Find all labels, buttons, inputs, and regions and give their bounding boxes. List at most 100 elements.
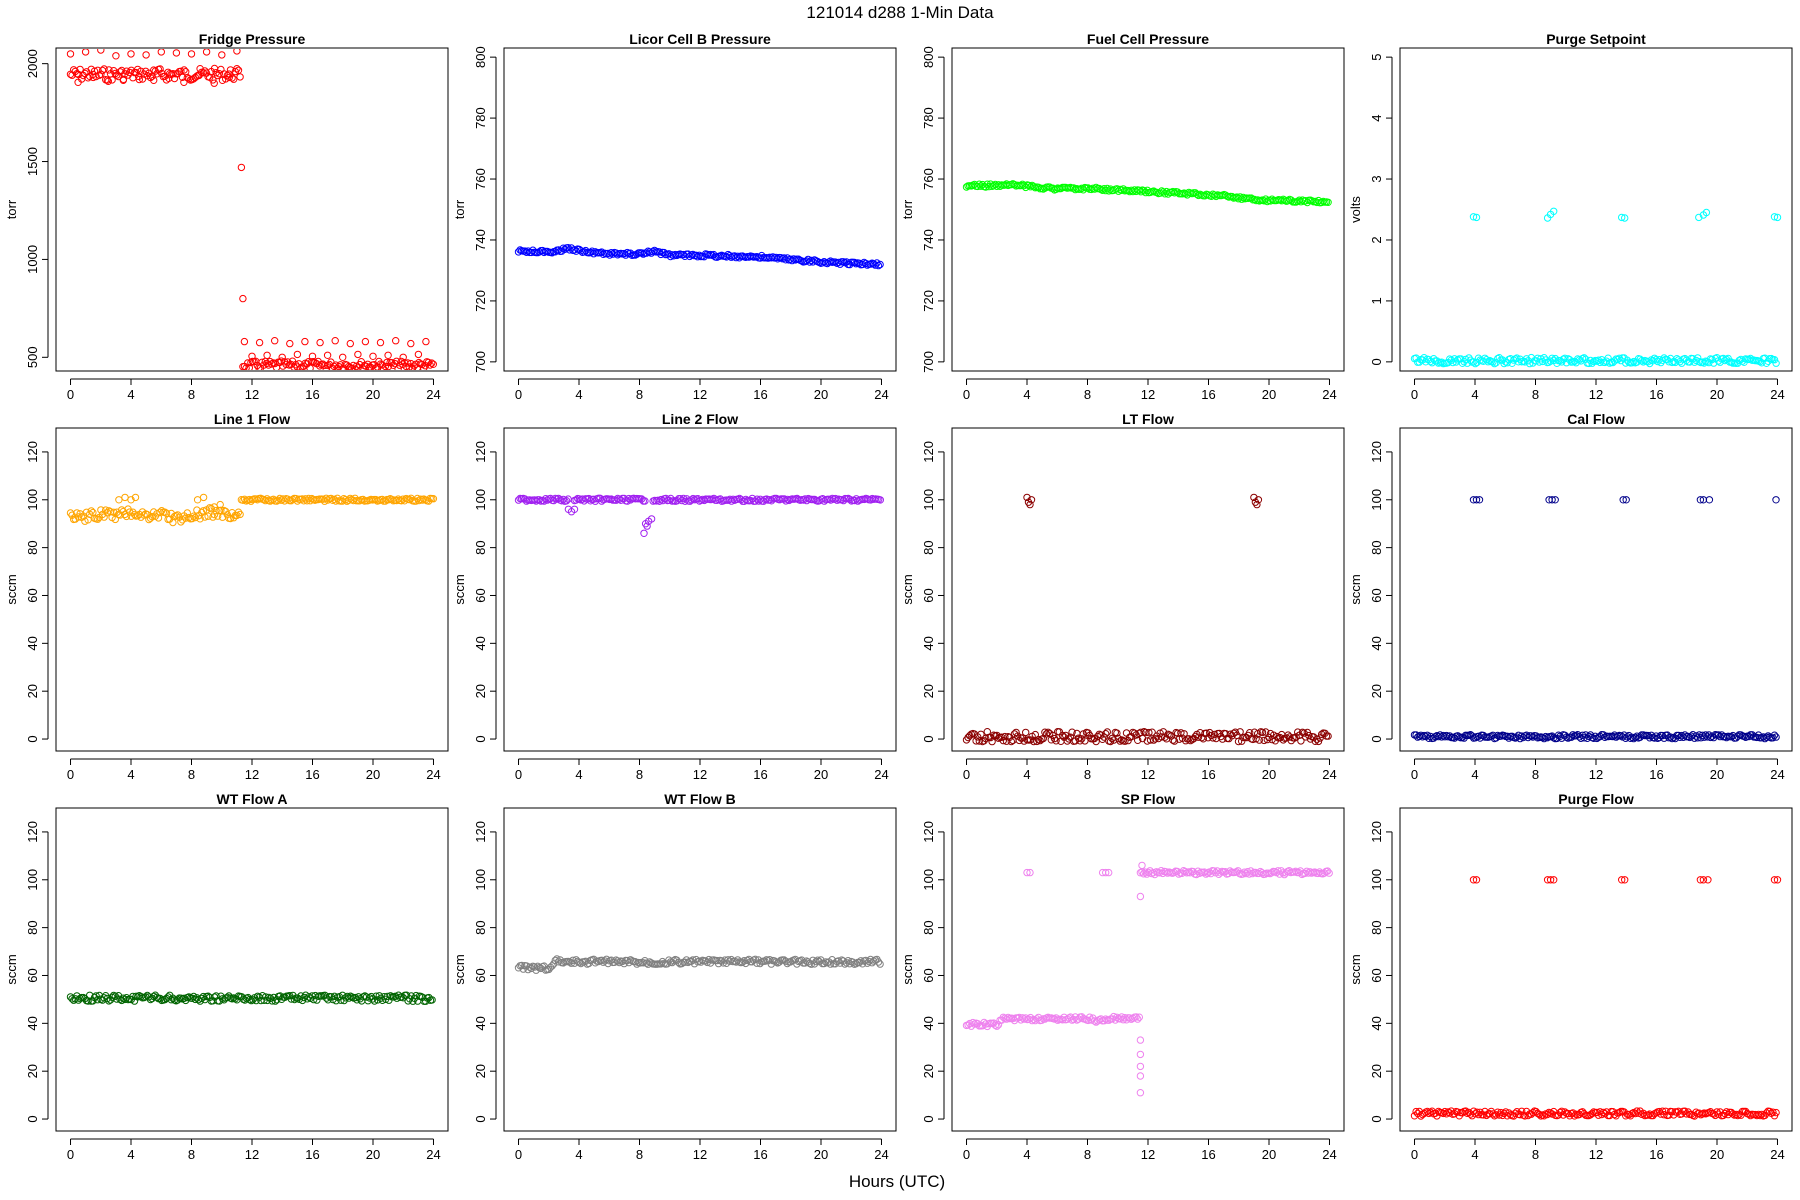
x-tick-label: 12 — [693, 1147, 707, 1162]
data-point — [641, 497, 649, 505]
y-tick-label: 0 — [1369, 735, 1384, 742]
y-tick-label: 40 — [473, 1016, 488, 1030]
data-point — [89, 73, 97, 82]
x-tick-label: 4 — [1023, 1147, 1030, 1162]
data-point — [1423, 1107, 1432, 1116]
data-point — [404, 359, 412, 367]
x-tick-label: 20 — [366, 767, 380, 782]
data-point — [394, 365, 402, 370]
y-tick-label: 80 — [921, 920, 936, 934]
data-point — [1202, 729, 1211, 737]
data-series — [514, 494, 884, 537]
data-point — [738, 958, 747, 966]
data-point — [1116, 737, 1124, 745]
x-tick-label: 16 — [1649, 1147, 1663, 1162]
x-tick-label: 16 — [753, 1147, 767, 1162]
data-point — [1569, 731, 1577, 739]
data-point — [1136, 1089, 1145, 1097]
data-point — [1167, 732, 1176, 740]
data-point — [1146, 736, 1155, 744]
y-tick-label: 120 — [25, 441, 40, 463]
data-point — [105, 507, 113, 515]
panel-title: Purge Flow — [1558, 791, 1634, 807]
x-axis: 0 4 8 12 16 20 24 — [67, 1138, 441, 1162]
data-point — [874, 958, 883, 966]
y-tick-label: 20 — [921, 1064, 936, 1078]
data-point — [1136, 1050, 1145, 1059]
x-tick-label: 20 — [1710, 767, 1724, 782]
data-point — [234, 508, 243, 516]
data-point — [1263, 735, 1272, 744]
data-series — [514, 244, 884, 270]
data-point — [87, 507, 96, 515]
data-point — [1580, 354, 1588, 362]
data-point — [94, 996, 102, 1004]
x-tick-label: 24 — [426, 1147, 440, 1162]
y-tick-label: 60 — [1369, 968, 1384, 982]
data-point — [201, 513, 209, 521]
y-tick-label: 0 — [921, 1115, 936, 1122]
data-point — [876, 960, 884, 968]
data-series — [962, 493, 1332, 746]
y-tick-label: 700 — [921, 351, 936, 373]
data-point — [362, 993, 371, 1001]
data-point — [1047, 736, 1056, 744]
data-point — [526, 963, 534, 971]
data-point — [1050, 734, 1059, 743]
data-point — [199, 493, 208, 502]
data-point — [1253, 500, 1261, 509]
data-point — [1138, 861, 1146, 870]
y-axis: 0 20 40 60 80 100 120 — [1369, 821, 1393, 1123]
data-point — [1255, 736, 1264, 744]
x-tick-label: 4 — [575, 387, 582, 402]
data-point — [1273, 732, 1281, 741]
data-point — [1475, 496, 1484, 504]
y-axis-label: torr — [4, 199, 19, 219]
data-point — [1145, 728, 1153, 737]
x-axis: 0 4 8 12 16 20 24 — [1411, 758, 1785, 782]
panel-title: Licor Cell B Pressure — [629, 31, 771, 47]
data-point — [110, 508, 118, 516]
x-tick-label: 12 — [1589, 767, 1603, 782]
data-point — [115, 496, 123, 504]
data-point — [518, 961, 526, 970]
data-point — [1551, 496, 1559, 504]
x-tick-label: 24 — [874, 1147, 888, 1162]
x-tick-label: 4 — [575, 767, 582, 782]
y-axis-label: sccm — [900, 574, 915, 604]
data-point — [330, 992, 339, 1000]
y-tick-label: 700 — [473, 351, 488, 373]
data-point — [977, 730, 985, 738]
y-axis-label: torr — [900, 199, 915, 219]
x-axis: 0 4 8 12 16 20 24 — [515, 1138, 889, 1162]
data-point — [81, 49, 90, 56]
x-tick-label: 12 — [245, 1147, 259, 1162]
data-point — [689, 494, 697, 503]
y-tick-label: 80 — [1369, 920, 1384, 934]
data-point — [812, 957, 820, 966]
x-tick-label: 8 — [1084, 767, 1091, 782]
y-tick-label: 40 — [25, 1016, 40, 1030]
data-point — [301, 337, 309, 346]
data-point — [271, 337, 279, 345]
data-point — [131, 493, 140, 502]
y-tick-label: 40 — [921, 1016, 936, 1030]
data-point — [1699, 876, 1708, 884]
data-point — [391, 359, 399, 368]
data-series — [66, 493, 438, 527]
data-point — [1132, 1013, 1140, 1021]
x-axis: 0 4 8 12 16 20 24 — [515, 378, 889, 402]
data-point — [119, 75, 128, 84]
x-tick-label: 0 — [515, 1147, 522, 1162]
y-axis-label: sccm — [452, 954, 467, 984]
data-point — [562, 497, 571, 505]
data-point — [615, 958, 623, 967]
y-axis: 0 20 40 60 80 100 120 — [1369, 441, 1393, 743]
data-point — [1041, 728, 1049, 736]
data-point — [1144, 868, 1153, 877]
data-point — [1121, 737, 1129, 745]
x-tick-label: 16 — [1649, 767, 1663, 782]
data-point — [1550, 207, 1558, 216]
data-point — [156, 65, 164, 73]
